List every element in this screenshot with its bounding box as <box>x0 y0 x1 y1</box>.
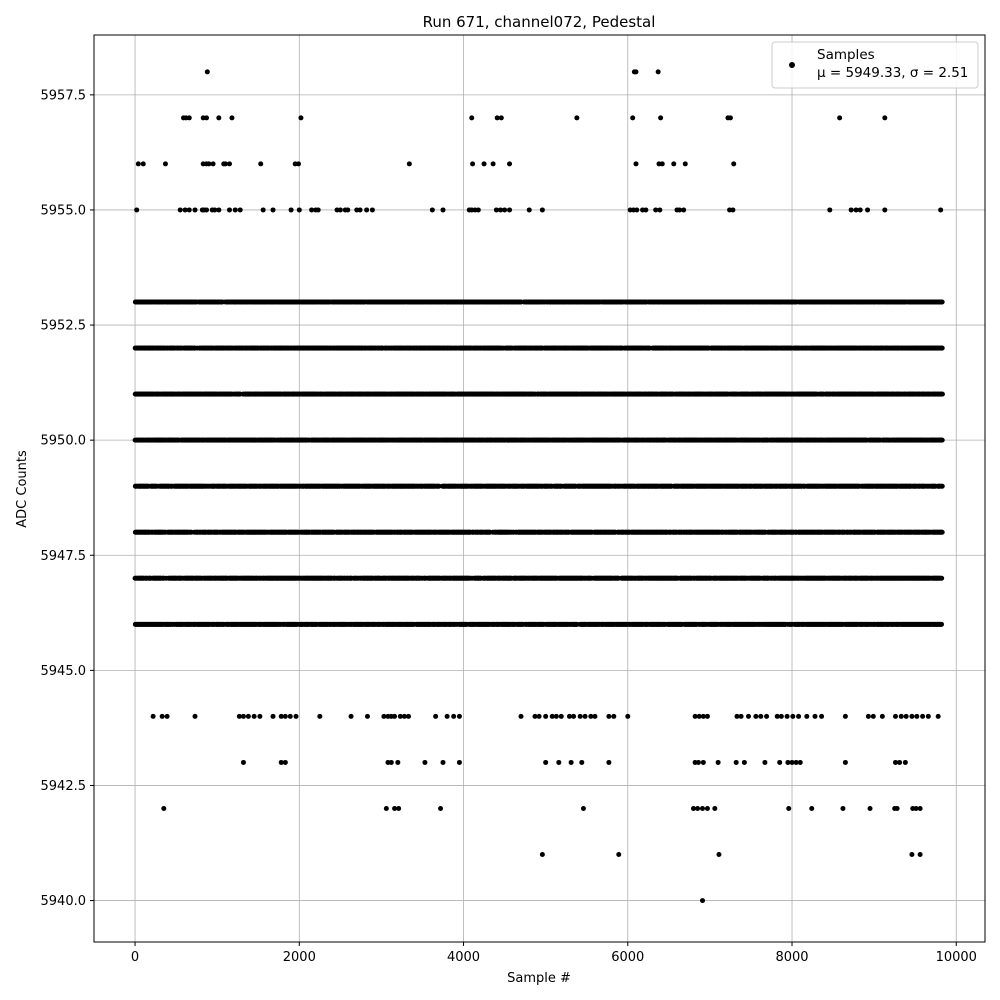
chart-title: Run 671, channel072, Pedestal <box>423 13 656 31</box>
data-point <box>939 437 945 443</box>
data-point <box>939 529 945 535</box>
data-point <box>939 575 945 581</box>
data-points <box>132 69 945 904</box>
data-point <box>938 621 944 627</box>
data-point <box>939 483 945 489</box>
